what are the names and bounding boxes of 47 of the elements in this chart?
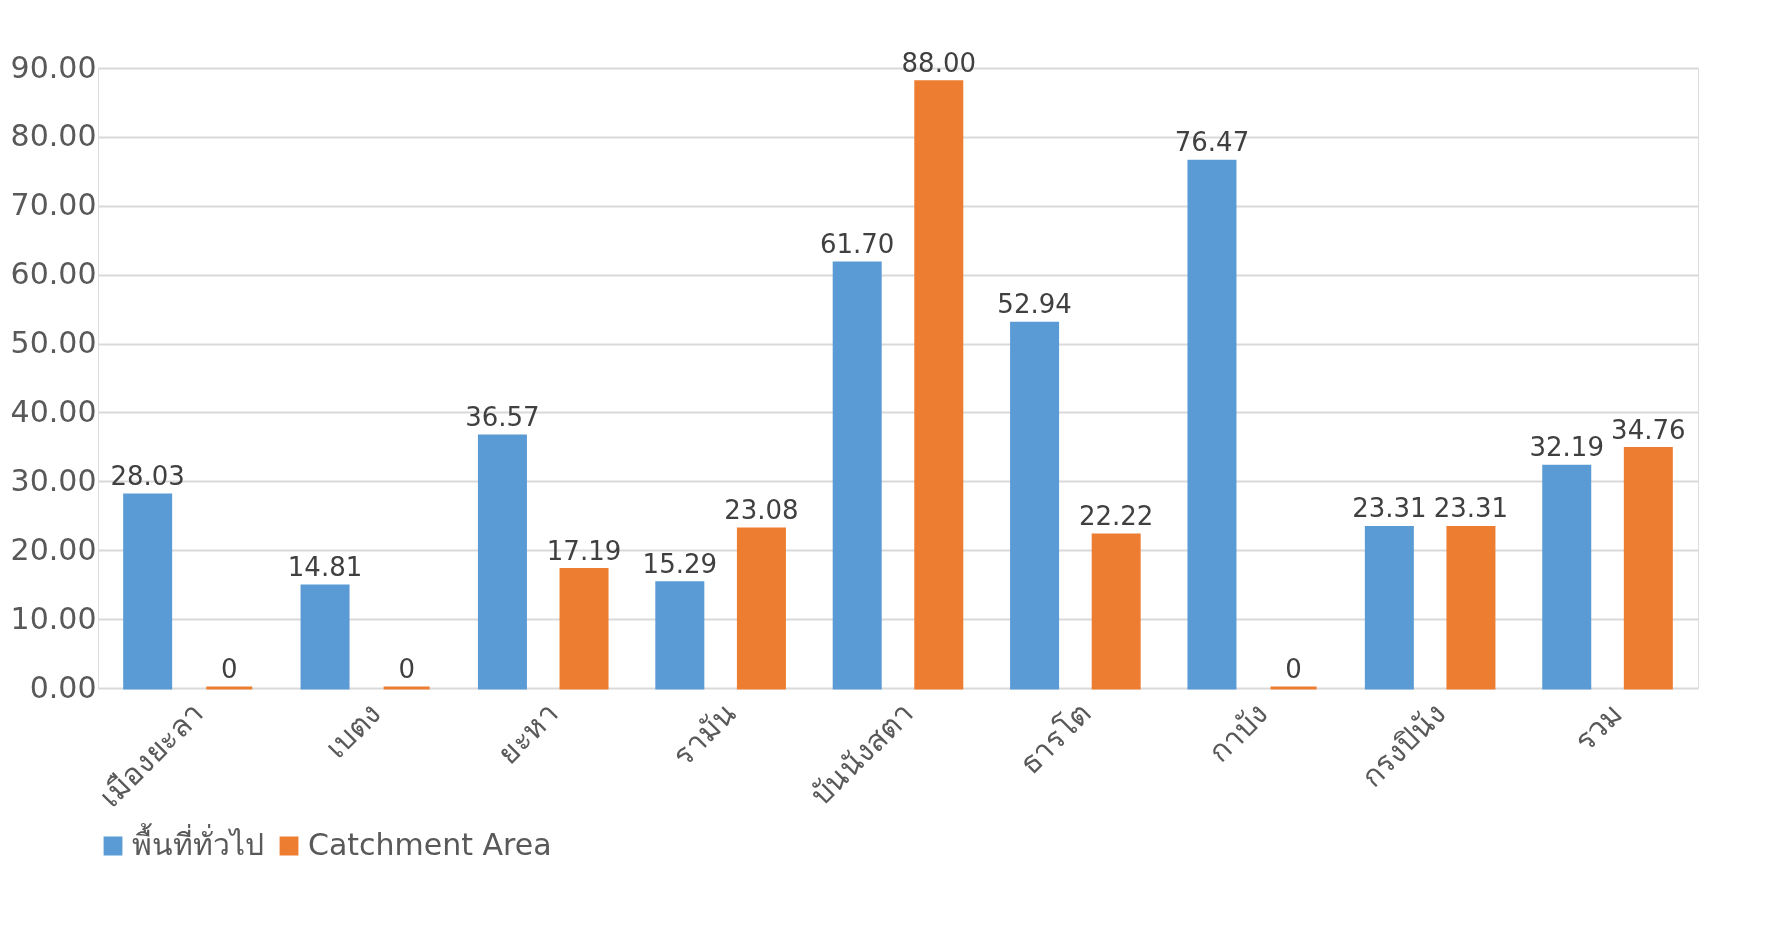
- bar: [123, 493, 173, 690]
- y-tick-label: 10.00: [10, 600, 97, 636]
- bar: [1187, 159, 1237, 690]
- data-label: 22.22: [1078, 500, 1154, 531]
- data-label: 28.03: [110, 460, 185, 491]
- bar: [914, 80, 964, 690]
- y-tick-label: 60.00: [10, 256, 97, 292]
- y-tick-label: 20.00: [10, 531, 97, 567]
- bar: [1542, 464, 1592, 690]
- y-tick-label: 40.00: [10, 393, 97, 429]
- bar: [1623, 447, 1673, 690]
- data-label: 88.00: [901, 47, 977, 78]
- data-label: 76.47: [1174, 127, 1250, 158]
- y-tick-label: 50.00: [10, 325, 97, 361]
- bar: [655, 581, 705, 690]
- data-label: 32.19: [1529, 432, 1604, 463]
- y-tick-label: 70.00: [10, 187, 97, 223]
- x-tick-label: รวม: [1567, 695, 1630, 758]
- data-label: 52.94: [997, 289, 1072, 320]
- bar: [736, 527, 786, 690]
- bar: [477, 434, 527, 690]
- bar: [1010, 321, 1060, 690]
- data-label: 14.81: [287, 551, 363, 582]
- bar: [1446, 525, 1496, 690]
- bar: [1091, 533, 1141, 690]
- data-label: 0: [398, 654, 415, 684]
- bar: [832, 261, 882, 690]
- data-label: 34.76: [1611, 414, 1686, 445]
- data-label: 0: [220, 654, 238, 684]
- data-label: 23.31: [1433, 493, 1509, 524]
- data-label: 36.57: [465, 402, 540, 433]
- y-tick-label: 30.00: [10, 462, 97, 498]
- data-label: 17.19: [546, 535, 622, 566]
- data-label: 23.31: [1352, 493, 1427, 524]
- y-tick-label: 90.00: [10, 49, 97, 85]
- y-tick-label: 80.00: [10, 118, 97, 154]
- legend-label: Catchment Area: [308, 827, 552, 862]
- y-tick-label: 0.00: [29, 669, 97, 705]
- data-label: 23.08: [724, 495, 799, 525]
- data-label: 0: [1285, 654, 1302, 684]
- legend-label: พื้นที่ทั่วไป: [132, 823, 264, 862]
- bar: [559, 568, 609, 690]
- bar: [300, 584, 350, 690]
- x-tick-label: เบตง: [318, 695, 388, 765]
- data-label: 15.29: [642, 548, 718, 579]
- bar: [1364, 525, 1414, 690]
- data-label: 61.70: [819, 228, 895, 259]
